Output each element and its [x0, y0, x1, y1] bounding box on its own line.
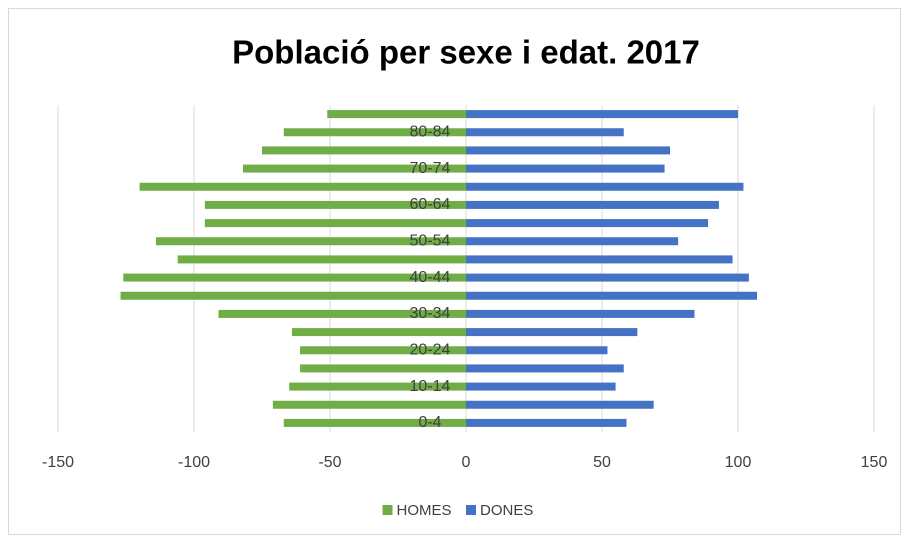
- bar: [466, 273, 749, 282]
- bar: [123, 273, 466, 282]
- bar: [283, 128, 466, 137]
- y-tick-label: 70-74: [410, 160, 451, 177]
- x-tick-label: 150: [861, 454, 888, 471]
- bar: [466, 110, 738, 119]
- x-tick-label: -150: [42, 454, 74, 471]
- y-tick-label: 40-44: [410, 269, 451, 286]
- bar: [242, 164, 466, 173]
- bar: [466, 200, 719, 209]
- bar: [466, 291, 758, 300]
- bar: [120, 291, 466, 300]
- y-tick-label: 10-14: [410, 378, 451, 395]
- x-tick-label: -50: [318, 454, 341, 471]
- chart-title: Població per sexe i edat. 2017: [232, 34, 700, 71]
- bar: [466, 364, 624, 373]
- bar: [204, 219, 466, 228]
- bar: [466, 182, 744, 191]
- bar: [327, 110, 466, 119]
- x-tick-label: 50: [593, 454, 611, 471]
- bar: [291, 328, 466, 337]
- bar: [262, 146, 466, 155]
- bar: [466, 382, 616, 391]
- bar: [177, 255, 466, 264]
- bar: [466, 418, 627, 427]
- y-tick-label: 50-54: [410, 232, 451, 249]
- bar: [283, 418, 466, 427]
- bar: [466, 128, 624, 137]
- bar: [466, 255, 733, 264]
- bar: [466, 328, 638, 337]
- bar: [466, 309, 695, 318]
- x-tick-label: 0: [462, 454, 471, 471]
- y-tick-label: 60-64: [410, 196, 451, 213]
- labels: -150 -100 -50 0 50 100 150 0-4 10-14 20-24 30-34 40…: [42, 123, 887, 471]
- bar: [466, 400, 654, 409]
- y-tick-label: 20-24: [410, 341, 451, 358]
- bar: [466, 146, 670, 155]
- y-tick-label: 30-34: [410, 305, 451, 322]
- y-tick-label: 80-84: [410, 123, 451, 140]
- bar: [272, 400, 466, 409]
- bar: [218, 309, 466, 318]
- bars: [120, 110, 758, 427]
- bar: [139, 182, 466, 191]
- bar: [289, 382, 466, 391]
- bar: [466, 219, 709, 228]
- bar: [466, 164, 665, 173]
- bar: [204, 200, 466, 209]
- bar: [466, 237, 679, 246]
- bar: [300, 346, 466, 355]
- legend-swatch: [382, 505, 393, 515]
- bar: [466, 346, 608, 355]
- y-tick-label: 0-4: [418, 414, 441, 431]
- bar: [300, 364, 466, 373]
- legend-label: HOMES: [397, 502, 452, 519]
- legend-label: DONES: [480, 502, 533, 519]
- x-tick-label: 100: [725, 454, 752, 471]
- chart-frame: [8, 8, 901, 535]
- legend-swatch: [466, 505, 476, 515]
- bar: [155, 237, 467, 246]
- grid: [57, 105, 875, 432]
- x-tick-label: -100: [178, 454, 210, 471]
